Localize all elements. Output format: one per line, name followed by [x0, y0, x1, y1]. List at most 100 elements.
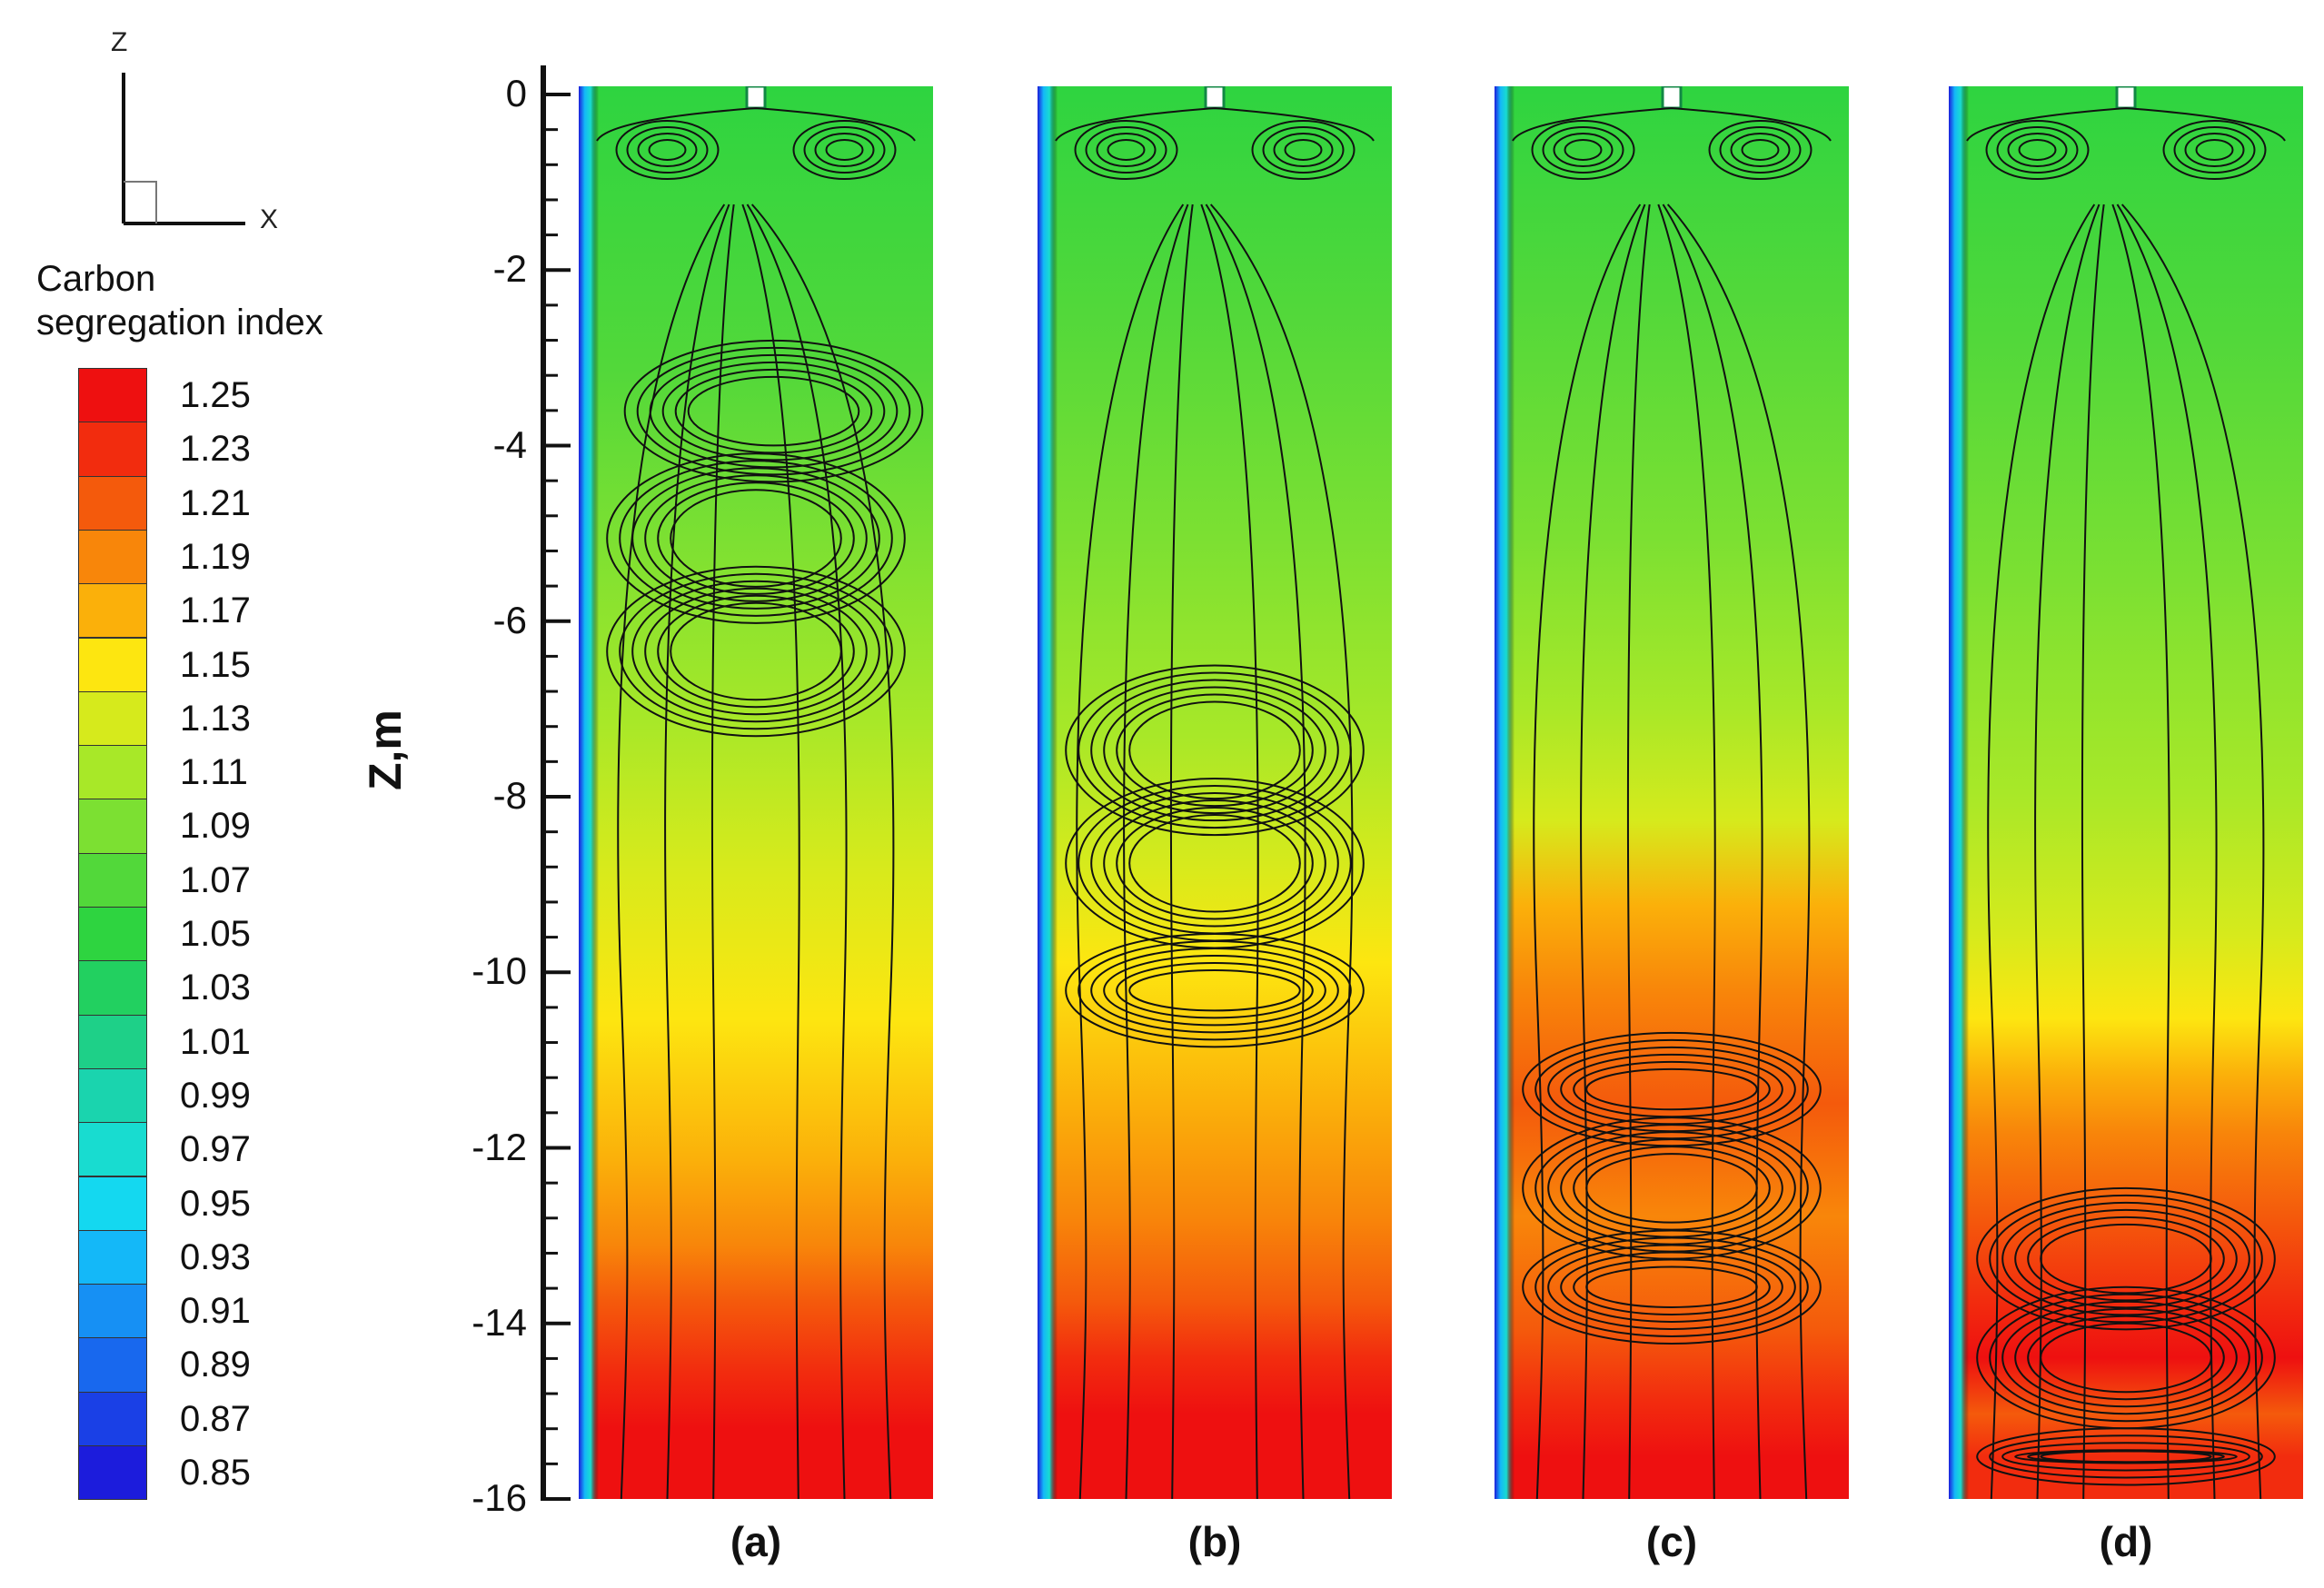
streamlines — [1966, 107, 2286, 1499]
recirculation-loop — [1116, 962, 1314, 1019]
recirculation-loop — [2001, 1300, 2250, 1415]
streamline — [1205, 203, 1306, 1499]
recirculation-loop — [606, 452, 906, 624]
recirculation-loop — [2001, 1442, 2250, 1472]
mold-wall-left — [1949, 86, 1969, 1499]
upper-vortex — [2007, 133, 2068, 167]
z-tick-label: -12 — [472, 1125, 527, 1168]
colorbar-cell — [78, 422, 147, 477]
recirculation-loop — [2027, 1315, 2225, 1401]
triad-axes-icon — [122, 73, 245, 225]
colorbar-label: 0.93 — [180, 1236, 251, 1277]
upper-vortex — [1096, 133, 1157, 167]
coordinate-triad: Z X — [91, 18, 309, 245]
upper-vortex — [1553, 133, 1614, 167]
colorbar-label: 1.19 — [180, 536, 251, 577]
recirculation-loop — [606, 565, 906, 738]
upper-vortex — [615, 120, 720, 180]
colorbar-cell — [78, 799, 147, 854]
legend-title-line1: Carbon — [36, 259, 156, 299]
recirculation-loop — [1585, 1265, 1758, 1308]
legend-title-line2: segregation index — [36, 303, 323, 342]
upper-vortex — [1262, 126, 1345, 174]
recirculation-loop — [1128, 969, 1301, 1012]
recirculation-loop — [1573, 1258, 1771, 1315]
streamline — [1580, 203, 1646, 1499]
streamline — [2116, 203, 2218, 1499]
contour-field — [579, 86, 933, 1499]
recirculation-loop — [1078, 671, 1352, 829]
colorbar-label: 1.11 — [180, 752, 248, 793]
recirculation-loop — [657, 481, 855, 595]
segregation-contour-map — [1949, 86, 2303, 1499]
recirculation-loop — [670, 489, 842, 588]
submerged-nozzle — [745, 86, 767, 110]
mold-wall-left — [579, 86, 599, 1499]
recirculation-loop — [1585, 1153, 1758, 1224]
mold-wall-left — [1038, 86, 1058, 1499]
recirculation-loop — [687, 375, 860, 447]
colorbar-cell — [78, 745, 147, 800]
recirculation-loop — [1090, 679, 1339, 822]
z-tick-label: -10 — [472, 949, 527, 993]
streamline — [1169, 203, 1194, 1499]
upper-vortex — [2162, 120, 2267, 180]
panel-c — [1495, 86, 1849, 1499]
submerged-nozzle — [1661, 86, 1683, 110]
recirculation-loop — [1103, 955, 1326, 1027]
streamline — [2081, 203, 2105, 1499]
streamlines — [1512, 107, 1832, 1499]
colorbar-label: 1.23 — [180, 429, 251, 470]
colorbar-cell — [78, 529, 147, 585]
colorbar-cell — [78, 852, 147, 908]
colorbar-label: 0.99 — [180, 1075, 251, 1116]
recirculation-loop — [661, 361, 886, 462]
colorbar-label: 0.87 — [180, 1398, 251, 1439]
colorbar-cell — [78, 1391, 147, 1446]
recirculation-loop — [1065, 664, 1365, 837]
colorbar-cell — [78, 1229, 147, 1285]
z-tick-label: -16 — [472, 1476, 527, 1519]
upper-vortex — [1531, 120, 1635, 180]
streamline — [1209, 203, 1354, 1499]
recirculation-loop — [1547, 1244, 1796, 1330]
colorbar-label: 0.91 — [180, 1291, 251, 1332]
upper-vortex — [1085, 126, 1167, 174]
upper-vortex — [1741, 139, 1780, 161]
upper-vortex — [2173, 126, 2256, 174]
upper-vortex — [1273, 133, 1334, 167]
panel-c-label: (c) — [1645, 1518, 1698, 1565]
recirculation-loop — [674, 368, 873, 454]
streamline — [1657, 203, 1716, 1499]
upper-vortex — [792, 120, 897, 180]
z-tick-label: -2 — [492, 247, 527, 291]
z-axis-title: Z,m — [360, 710, 411, 790]
legend-title: Carbon segregation index — [36, 257, 323, 344]
recirculation-loop — [670, 601, 842, 701]
recirculation-loop — [619, 572, 893, 730]
streamline — [1200, 203, 1259, 1499]
streamlines — [596, 107, 924, 1499]
z-tick-label: -8 — [492, 774, 527, 817]
panel-b — [1038, 86, 1392, 1499]
recirculation-loop — [1128, 813, 1301, 913]
colorbar-label: 1.05 — [180, 914, 251, 954]
recirculation-loop — [2040, 1322, 2212, 1394]
streamline — [1666, 203, 1811, 1499]
recirculation-loop — [2040, 1223, 2212, 1295]
upper-vortex — [637, 133, 698, 167]
recirculation-loop — [1976, 1427, 2276, 1486]
colorbar-cell — [78, 368, 147, 423]
recirculation-loop — [2014, 1307, 2238, 1408]
segregation-contour-map — [579, 86, 933, 1499]
colorbar-label: 1.03 — [180, 968, 251, 1008]
recirculation-loop — [1989, 1194, 2263, 1324]
colorbar-cell — [78, 960, 147, 1016]
colorbar-label: 0.85 — [180, 1453, 251, 1493]
upper-vortex — [1074, 120, 1178, 180]
triad-x-label: X — [260, 204, 279, 234]
recirculation-loop — [649, 353, 899, 469]
triad-z-label: Z — [111, 27, 128, 57]
recirculation-loop — [2014, 1208, 2238, 1309]
